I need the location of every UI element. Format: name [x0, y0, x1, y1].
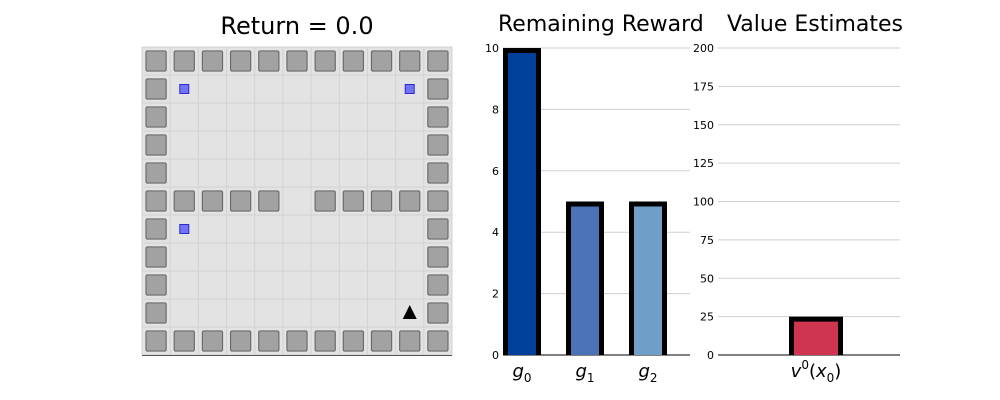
wall-block — [427, 302, 449, 324]
bar — [634, 206, 662, 355]
wall-block — [370, 330, 393, 352]
wall-block — [258, 190, 280, 212]
value-estimates-title: Value Estimates — [726, 12, 904, 37]
bar — [571, 206, 599, 355]
wall-block — [258, 330, 280, 352]
goal-marker — [179, 84, 190, 94]
wall-block — [145, 218, 167, 240]
y-tick-label: 100 — [693, 196, 714, 209]
wall-block — [201, 50, 224, 72]
gridworld-baseline — [142, 355, 452, 356]
wall-block — [145, 302, 167, 324]
wall-block — [145, 78, 167, 100]
goal-marker — [179, 224, 190, 234]
wall-block — [399, 190, 421, 212]
return-title: Return = 0.0 — [220, 12, 374, 40]
wall-block — [342, 50, 365, 72]
y-tick-label: 2 — [492, 288, 499, 301]
y-tick-label: 200 — [693, 42, 714, 55]
wall-block — [145, 162, 167, 184]
wall-block — [427, 106, 449, 128]
wall-block — [145, 246, 167, 268]
wall-block — [145, 134, 167, 156]
wall-block — [286, 330, 308, 352]
agent-triangle-icon — [402, 305, 417, 319]
wall-block — [427, 330, 449, 352]
y-tick-label: 0 — [492, 349, 499, 362]
wall-block — [145, 106, 167, 128]
x-tick-label: g1 — [575, 361, 594, 385]
wall-block — [145, 330, 167, 352]
x-tick-label: g0 — [512, 361, 531, 385]
wall-block — [342, 330, 365, 352]
wall-block — [173, 190, 195, 212]
y-tick-label: 0 — [707, 349, 714, 362]
bar — [794, 321, 838, 355]
wall-block — [145, 50, 167, 72]
wall-block — [427, 134, 449, 156]
gridworld — [141, 46, 453, 356]
wall-block — [201, 190, 224, 212]
y-tick-label: 10 — [485, 42, 499, 55]
wall-block — [370, 190, 393, 212]
x-tick-label: v0(x0) — [791, 358, 842, 385]
goal-marker — [404, 84, 415, 94]
wall-block — [314, 190, 336, 212]
wall-block — [427, 162, 449, 184]
wall-block — [427, 190, 449, 212]
wall-block — [229, 50, 252, 72]
wall-block — [229, 330, 252, 352]
gridworld-canvas — [141, 46, 453, 356]
wall-block — [399, 330, 421, 352]
wall-block — [201, 330, 224, 352]
wall-block — [145, 190, 167, 212]
wall-block — [427, 274, 449, 296]
wall-block — [258, 50, 280, 72]
bar — [508, 53, 536, 355]
wall-block — [145, 274, 167, 296]
y-tick-label: 125 — [693, 157, 714, 170]
wall-block — [229, 190, 252, 212]
wall-block — [427, 50, 449, 72]
wall-block — [314, 330, 336, 352]
y-tick-label: 75 — [700, 234, 714, 247]
value-estimates-chart: 0 25 50 75 100 125 150 175 200 v0(x0) — [693, 42, 900, 385]
y-tick-label: 150 — [693, 119, 714, 132]
wall-block — [342, 190, 365, 212]
y-tick-label: 25 — [700, 311, 714, 324]
wall-block — [427, 218, 449, 240]
wall-block — [427, 78, 449, 100]
wall-block — [286, 50, 308, 72]
x-tick-label: g2 — [638, 361, 657, 385]
wall-block — [173, 330, 195, 352]
wall-block — [399, 50, 421, 72]
y-tick-label: 50 — [700, 272, 714, 285]
y-tick-label: 175 — [693, 80, 714, 93]
wall-block — [314, 50, 336, 72]
remaining-reward-chart: 0 2 4 6 8 10 g0 g1 g2 — [485, 42, 690, 385]
y-tick-label: 4 — [492, 226, 499, 239]
wall-block — [370, 50, 393, 72]
remaining-reward-title: Remaining Reward — [498, 12, 704, 37]
y-tick-label: 6 — [492, 165, 499, 178]
y-tick-label: 8 — [492, 103, 499, 116]
wall-block — [173, 50, 195, 72]
wall-block — [427, 246, 449, 268]
